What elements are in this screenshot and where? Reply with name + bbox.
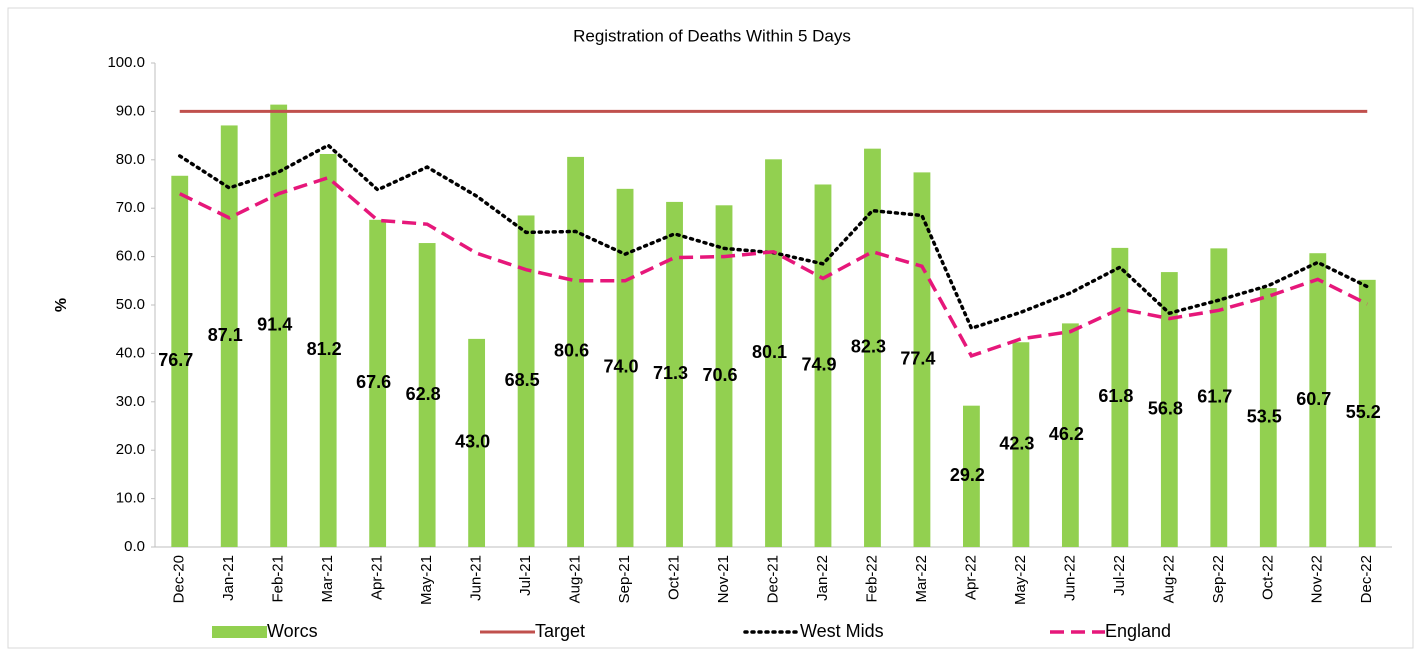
bar [864,148,881,547]
bar [369,219,387,548]
bar [1309,253,1327,547]
x-tick-label: Nov-21 [715,555,732,603]
y-tick-label: 20.0 [116,441,145,458]
x-tick-label: Apr-22 [962,555,979,600]
x-tick-label: Aug-22 [1160,555,1177,603]
data-label: 71.3 [653,363,688,383]
data-label: 60.7 [1296,389,1331,409]
data-label: 55.2 [1346,402,1381,422]
x-tick-label: Oct-21 [666,555,683,600]
x-tick-label: Dec-22 [1358,555,1375,603]
legend-label: Worcs [267,621,318,641]
y-tick-label: 70.0 [116,199,145,216]
x-tick-label: Nov-22 [1309,555,1326,603]
x-tick-label: Jul-21 [517,555,534,596]
bar [963,405,980,547]
bar [1012,342,1030,547]
bar [1160,272,1178,547]
x-tick-label: Feb-21 [270,555,287,603]
x-tick-label: Dec-20 [171,555,188,603]
line-series [178,175,1369,358]
x-tick-label: Oct-22 [1259,555,1276,600]
data-label: 46.2 [1049,424,1084,444]
data-label: 62.8 [406,384,441,404]
data-label: 80.6 [554,341,589,361]
bar [765,159,782,548]
x-tick-label: Sep-21 [616,555,633,603]
y-axis-label: % [53,298,70,312]
bar [567,156,584,547]
x-tick-label: Jun-21 [468,555,485,601]
data-label: 53.5 [1247,406,1282,426]
legend-label: West Mids [800,621,884,641]
bar [220,125,238,547]
data-label: 68.5 [505,370,540,390]
y-tick-label: 80.0 [116,151,145,168]
x-tick-label: Jul-22 [1111,555,1128,596]
legend-label: England [1105,621,1171,641]
data-label: 61.8 [1098,386,1133,406]
bar [319,153,337,547]
data-label: 74.9 [801,354,836,374]
x-tick-label: May-21 [418,555,435,605]
bar [468,338,486,547]
bar [270,104,288,548]
bar [171,175,189,547]
x-tick-label: Jan-22 [814,555,831,601]
data-label: 81.2 [307,339,342,359]
bar [1259,288,1277,547]
data-label: 42.3 [999,433,1034,453]
chart-title: Registration of Deaths Within 5 Days [573,26,851,45]
data-label: 76.7 [158,350,193,370]
bar [1061,323,1079,547]
x-tick-label: Sep-22 [1210,555,1227,603]
x-tick-label: Mar-21 [319,555,336,603]
y-tick-label: 30.0 [116,393,145,410]
chart-frame [7,7,1414,649]
y-tick-label: 40.0 [116,344,145,361]
y-tick-label: 60.0 [116,248,145,265]
x-tick-label: Jan-21 [220,555,237,601]
bar [1358,279,1376,547]
x-tick-label: Mar-22 [913,555,930,603]
x-tick-label: Aug-21 [567,555,584,603]
x-tick-label: Dec-21 [764,555,781,603]
data-label: 74.0 [604,357,639,377]
bar [517,215,535,547]
y-tick-label: 50.0 [116,296,145,313]
x-tick-label: Apr-21 [369,555,386,600]
data-label: 77.4 [900,348,935,368]
y-tick-label: 100.0 [107,54,145,71]
legend-swatch [212,626,267,638]
data-label: 82.3 [851,337,886,357]
x-tick-label: May-22 [1012,555,1029,605]
bar [418,243,436,547]
y-tick-label: 90.0 [116,102,145,119]
data-label: 87.1 [208,325,243,345]
bar [715,205,733,547]
y-tick-label: 0.0 [124,538,145,555]
x-tick-label: Jun-22 [1061,555,1078,601]
bar [1111,247,1129,547]
data-label: 43.0 [455,432,490,452]
data-label: 61.7 [1197,386,1232,406]
data-label: 29.2 [950,465,985,485]
y-tick-label: 10.0 [116,490,145,507]
data-label: 67.6 [356,372,391,392]
bar [1210,248,1228,547]
data-label: 70.6 [702,365,737,385]
x-tick-label: Feb-22 [863,555,880,603]
data-label: 56.8 [1148,398,1183,418]
bar [666,201,683,547]
data-label: 80.1 [752,342,787,362]
data-label: 91.4 [257,315,292,335]
legend-label: Target [535,621,585,641]
